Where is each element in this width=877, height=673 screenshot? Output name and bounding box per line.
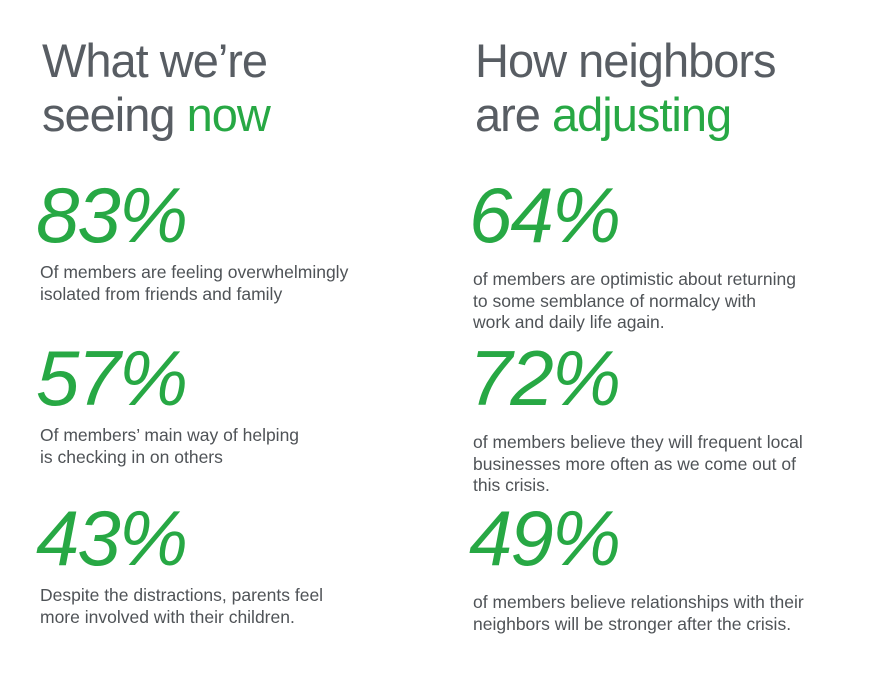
stat-description: of members are optimistic about returnin… [473, 269, 796, 332]
right-heading-line1: How neighbors [475, 34, 777, 87]
left-heading: What we’re seeing now [42, 34, 271, 142]
stat-value: 49% [469, 494, 621, 582]
stat-value: 57% [36, 334, 188, 422]
stat-value: 64% [469, 171, 621, 259]
right-heading-line2: are [475, 88, 552, 141]
stat-value: 83% [36, 171, 188, 259]
stat-block: 83% Of members are feeling overwhelmingl… [36, 176, 349, 305]
stat-description: Of members are feeling overwhelmingly is… [40, 262, 349, 304]
stat-block: 72% of members believe they will frequen… [469, 339, 803, 497]
stat-block: 57% Of members’ main way of helping is c… [36, 339, 300, 468]
stat-description: of members believe relationships with th… [473, 592, 804, 634]
stat-block: 49% of members believe relationships wit… [469, 499, 804, 635]
stat-block: 64% of members are optimistic about retu… [469, 176, 796, 334]
stat-description: Despite the distractions, parents feel m… [40, 585, 324, 627]
left-heading-accent: now [186, 88, 271, 141]
stat-description: Of members’ main way of helping is check… [40, 425, 300, 467]
stat-description: of members believe they will frequent lo… [473, 432, 803, 495]
stat-value: 43% [36, 494, 188, 582]
left-heading-line2: seeing [42, 88, 187, 141]
right-heading: How neighbors are adjusting [475, 34, 777, 142]
stat-value: 72% [469, 334, 621, 422]
stat-block: 43% Despite the distractions, parents fe… [36, 499, 324, 628]
left-heading-line1: What we’re [42, 34, 268, 87]
right-heading-accent: adjusting [552, 88, 732, 141]
